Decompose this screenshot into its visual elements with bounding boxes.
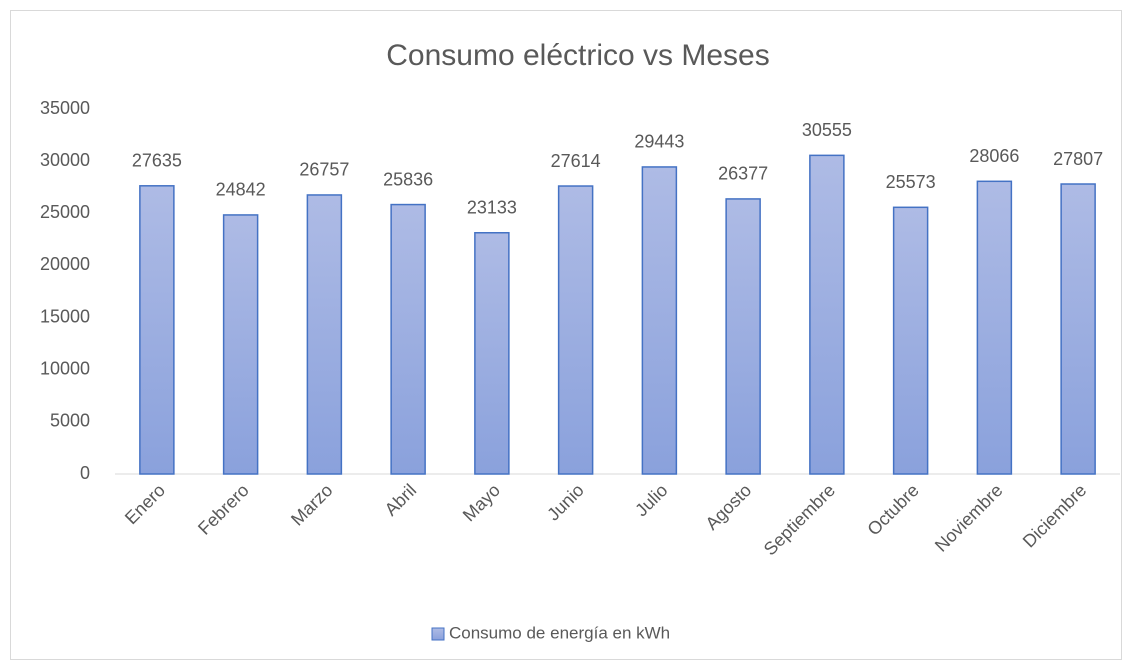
- data-label: 24842: [216, 180, 266, 200]
- bar: [1060, 183, 1096, 475]
- chart-title: Consumo eléctrico vs Meses: [386, 39, 769, 72]
- data-label: 29443: [634, 132, 684, 152]
- bar: [222, 214, 259, 475]
- bar: [809, 154, 845, 475]
- data-label: 25573: [886, 172, 936, 192]
- y-tick-label: 30000: [40, 150, 90, 170]
- y-tick-label: 0: [80, 463, 90, 483]
- data-label: 26757: [299, 160, 349, 180]
- bar: [641, 166, 678, 475]
- bar: [557, 185, 594, 475]
- y-tick-label: 35000: [40, 98, 90, 118]
- bar: [474, 232, 510, 475]
- bar: [725, 198, 761, 475]
- y-tick-label: 5000: [50, 411, 90, 431]
- data-label: 25836: [383, 169, 433, 189]
- legend-swatch: [431, 627, 445, 641]
- data-label: 27807: [1053, 149, 1103, 169]
- legend-label: Consumo de energía en kWh: [449, 623, 670, 642]
- bar: [892, 206, 929, 475]
- y-tick-label: 15000: [40, 306, 90, 326]
- bar: [306, 194, 343, 475]
- data-label: 26377: [718, 164, 768, 184]
- data-label: 23133: [467, 198, 517, 218]
- data-label: 27614: [551, 151, 601, 171]
- data-label: 28066: [969, 146, 1019, 166]
- bar: [976, 180, 1013, 475]
- data-label: 30555: [802, 120, 852, 140]
- bar: [139, 185, 175, 475]
- bar: [390, 203, 426, 475]
- y-tick-label: 25000: [40, 202, 90, 222]
- data-label: 27635: [132, 151, 182, 171]
- y-tick-label: 10000: [40, 358, 90, 378]
- y-tick-label: 20000: [40, 254, 90, 274]
